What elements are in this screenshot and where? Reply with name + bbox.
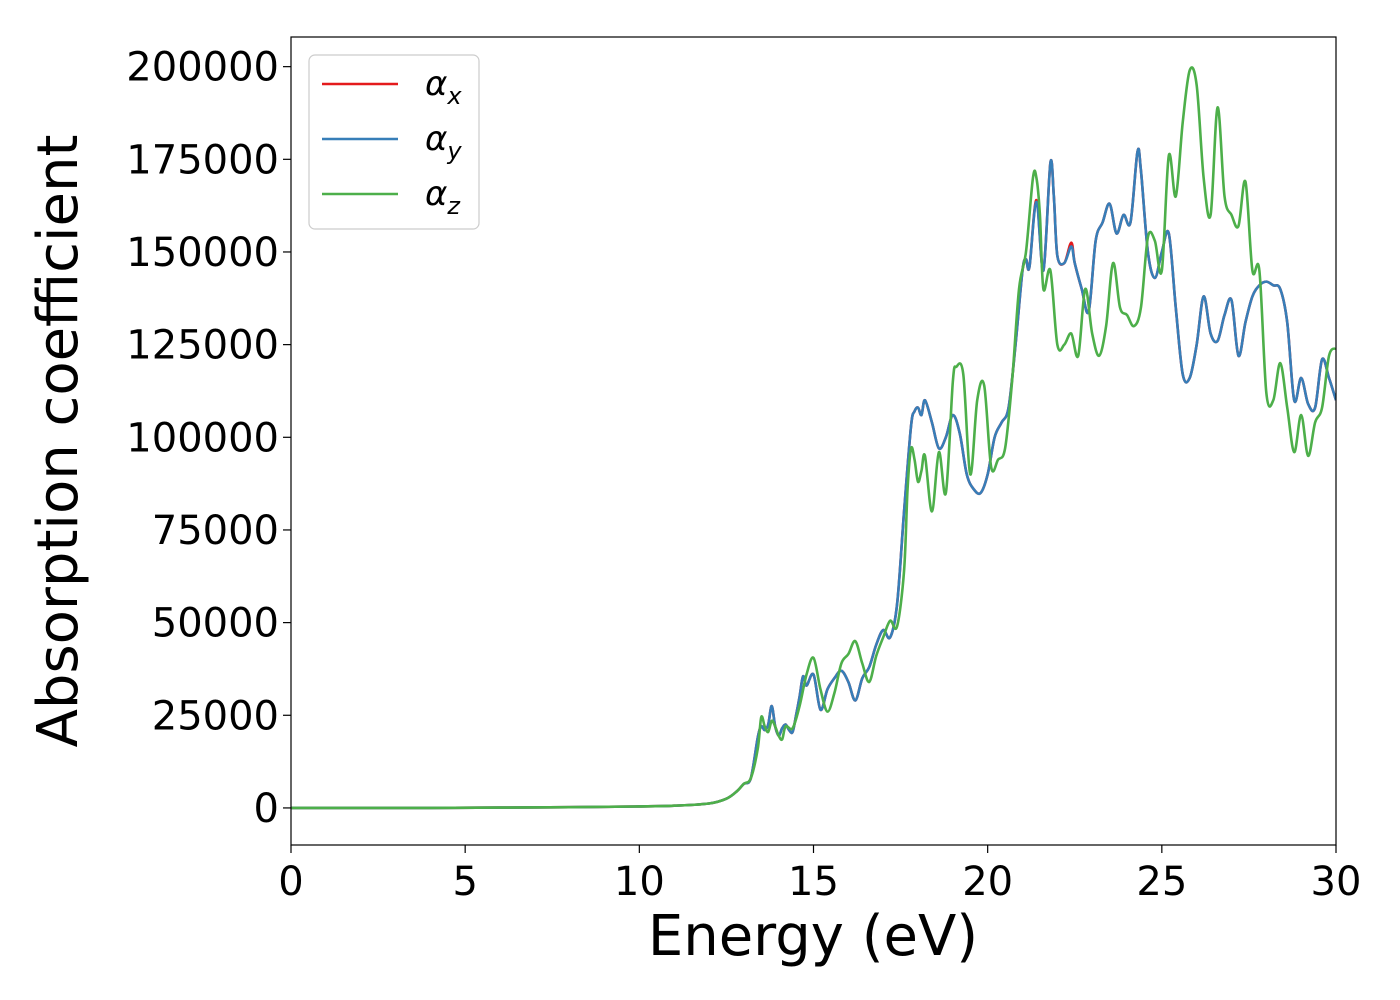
legend-subscript: y [446,137,462,165]
y-tick-label: 200000 [126,45,279,91]
legend-box [308,54,480,230]
legend-label-alpha-x: αx [425,64,462,110]
legend-symbol: α [425,64,447,104]
y-tick-label: 0 [254,786,279,832]
y-tick-label: 175000 [126,137,279,183]
x-tick-label: 30 [1311,859,1362,905]
y-tick-label: 75000 [152,508,279,554]
x-tick-label: 20 [962,859,1013,905]
x-tick-label: 10 [614,859,665,905]
y-axis: 0 25000 50000 75000 100000 125000 150000 175000… [126,45,291,832]
legend-subscript: x [446,82,462,110]
series-layer [291,66,1336,810]
y-tick-label: 150000 [126,230,279,276]
y-axis-title: Absorption coefficient [26,135,91,748]
legend-label-alpha-y: αy [425,119,462,165]
x-tick-label: 0 [278,859,303,905]
y-tick-label: 25000 [152,693,279,739]
x-tick-label: 5 [452,859,477,905]
x-axis: 0 5 10 15 20 25 30 [278,845,1361,905]
series-line-alpha-z [291,66,1336,810]
y-tick-label: 50000 [152,601,279,647]
y-tick-label: 100000 [126,415,279,461]
x-tick-label: 15 [788,859,839,905]
x-tick-label: 25 [1136,859,1187,905]
y-tick-label: 125000 [126,323,279,369]
legend-symbol: α [425,119,447,159]
x-axis-title: Energy (eV) [648,904,978,969]
legend-symbol: α [425,174,447,214]
legend-label-alpha-z: αz [425,174,461,220]
legend-subscript: z [446,192,461,220]
